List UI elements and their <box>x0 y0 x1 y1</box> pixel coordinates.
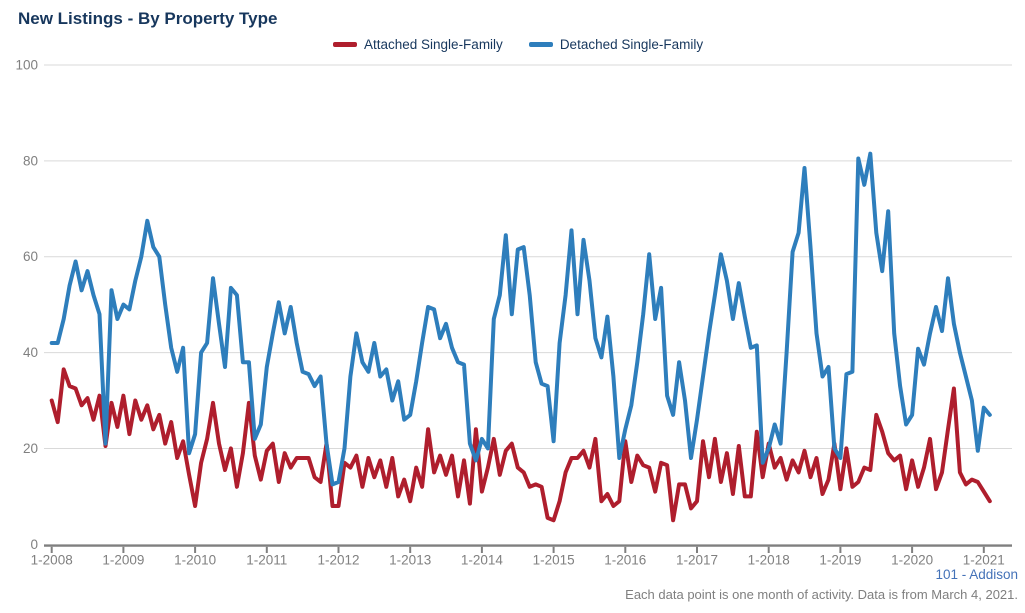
svg-text:1-2008: 1-2008 <box>31 553 73 568</box>
footer-source-link[interactable]: 101 - Addison <box>935 567 1018 582</box>
svg-text:1-2017: 1-2017 <box>676 553 718 568</box>
svg-text:100: 100 <box>15 58 38 73</box>
chart-title: New Listings - By Property Type <box>18 9 278 28</box>
attached-series-swatch <box>333 42 357 47</box>
chart-legend: Attached Single-Family Detached Single-F… <box>333 37 729 52</box>
detached-series-swatch <box>528 42 553 47</box>
footer-note: Each data point is one month of activity… <box>625 587 1018 602</box>
legend-label-attached: Attached Single-Family <box>364 37 503 52</box>
svg-text:0: 0 <box>30 537 38 552</box>
legend-item-attached: Attached Single-Family <box>333 37 503 52</box>
svg-text:1-2009: 1-2009 <box>102 553 144 568</box>
svg-text:1-2015: 1-2015 <box>533 553 575 568</box>
svg-text:1-2013: 1-2013 <box>389 553 431 568</box>
svg-text:1-2021: 1-2021 <box>963 553 1005 568</box>
svg-text:1-2020: 1-2020 <box>891 553 933 568</box>
svg-text:20: 20 <box>23 441 38 456</box>
svg-text:60: 60 <box>23 249 38 264</box>
svg-text:1-2012: 1-2012 <box>317 553 359 568</box>
svg-text:40: 40 <box>23 345 38 360</box>
svg-text:1-2011: 1-2011 <box>246 553 287 568</box>
svg-text:1-2019: 1-2019 <box>819 553 861 568</box>
svg-text:1-2014: 1-2014 <box>461 553 504 568</box>
svg-text:1-2010: 1-2010 <box>174 553 216 568</box>
svg-text:80: 80 <box>23 153 38 168</box>
legend-label-detached: Detached Single-Family <box>559 37 704 52</box>
svg-text:1-2018: 1-2018 <box>748 553 790 568</box>
legend-item-detached: Detached Single-Family <box>528 37 704 52</box>
svg-text:1-2016: 1-2016 <box>604 553 646 568</box>
